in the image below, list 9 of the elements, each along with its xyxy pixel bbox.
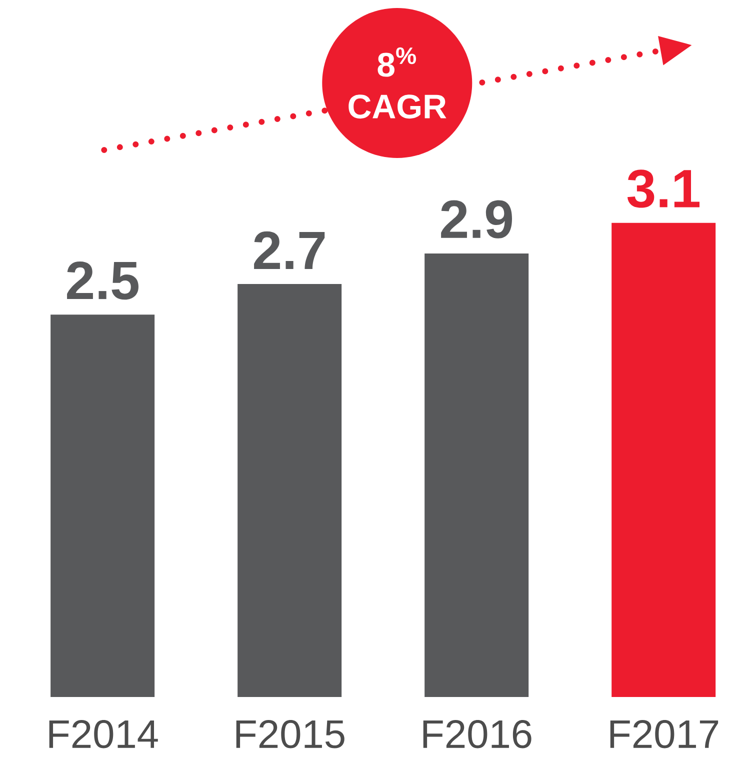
data-label: 3.1: [627, 170, 700, 208]
x-tick-label: F2014: [49, 720, 158, 748]
text: 8$^{%}$ CAGR: [348, 47, 446, 119]
x-tick-label: F2015: [236, 720, 344, 748]
data-label: 2.9: [441, 200, 512, 238]
data-label: 2.5: [66, 261, 138, 300]
x-tick-label: F2017: [610, 720, 718, 748]
x-tick-label: F2016: [423, 720, 532, 748]
data-label: 2.7: [254, 231, 325, 269]
